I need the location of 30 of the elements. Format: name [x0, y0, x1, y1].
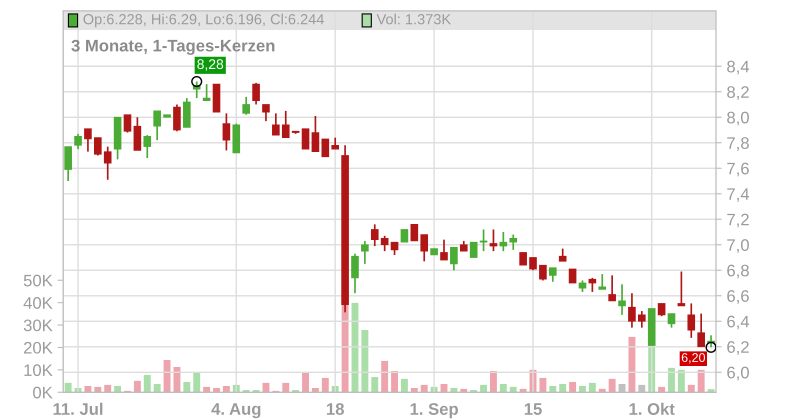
y2-tick-label: 50K	[24, 274, 53, 286]
y-tick-label: 7,0	[727, 239, 749, 253]
annotation: Op:6.228, Hi:6.29, Lo:6.196, Cl:6.244	[83, 14, 324, 28]
y2-tick-label: 10K	[24, 364, 53, 376]
x-tick-label: 18	[326, 403, 344, 415]
y-tick-label: 7,8	[727, 137, 749, 151]
y2-tick-label: 30K	[24, 319, 53, 332]
y-tick-label: 6,6	[727, 290, 749, 304]
y2-tick-label: 20K	[24, 342, 53, 354]
x-tick-label: 11. Jul	[54, 402, 102, 415]
x-tick-label: 4. Aug	[211, 403, 260, 418]
text: 3 Monate, 1-Tages-Kerzen	[71, 40, 274, 55]
y-tick-label: 6,4	[727, 316, 750, 330]
annotation: 8,28	[197, 59, 224, 71]
x-tick-label: 1. Okt	[630, 402, 675, 415]
x-tick-label: 15	[524, 403, 542, 415]
y-tick-label: 8,0	[727, 112, 749, 126]
y-tick-label: 8,2	[727, 86, 749, 100]
y-tick-label: 8,4	[727, 60, 750, 74]
y-tick-label: 7,2	[727, 214, 749, 228]
y-tick-label: 7,6	[727, 162, 749, 176]
y-tick-label: 7,4	[727, 188, 750, 202]
annotation: Vol: 1.373K	[376, 14, 451, 24]
annotation: 6,20	[682, 353, 706, 364]
y-tick-label: 6,8	[727, 264, 749, 278]
x-tick-label: 1. Sep	[410, 403, 458, 418]
y2-tick-label: 0K	[33, 386, 53, 398]
y-tick-label: 6,2	[727, 341, 749, 355]
y-tick-label: 6,0	[727, 366, 749, 380]
y2-tick-label: 40K	[24, 297, 53, 309]
